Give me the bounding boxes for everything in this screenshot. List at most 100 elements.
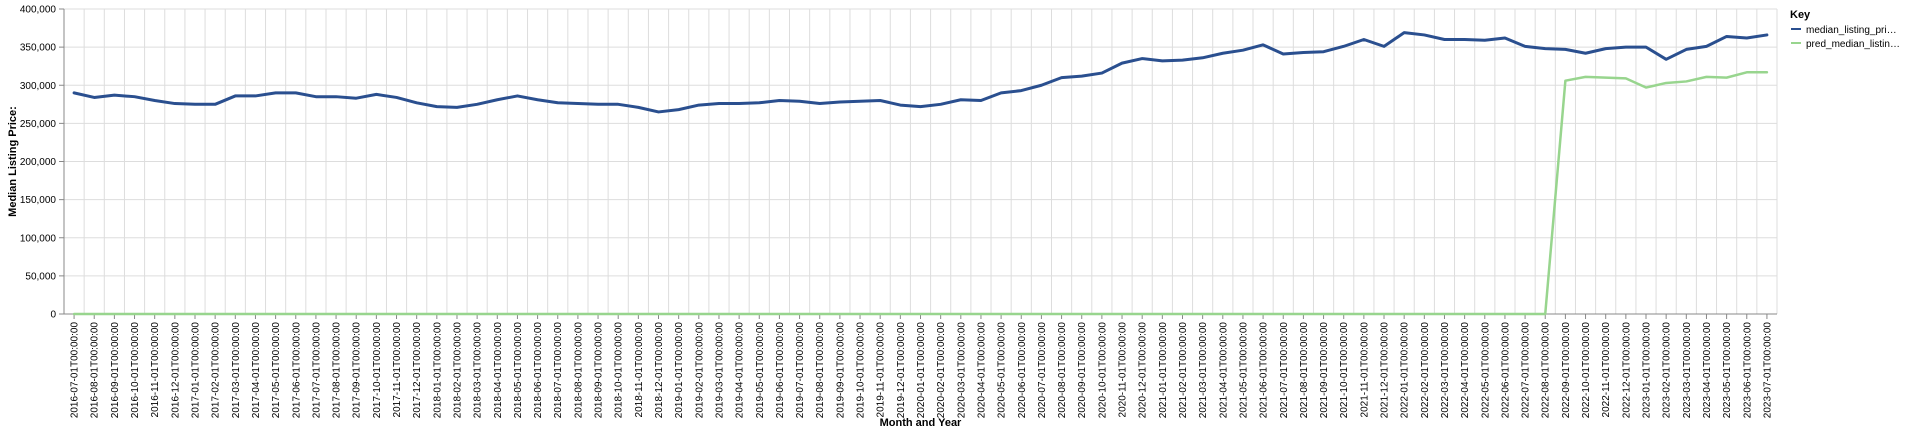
x-tick-label: 2023-07-01T00:00:00 — [1762, 322, 1773, 419]
x-tick-label: 2019-04-01T00:00:00 — [735, 322, 746, 419]
x-tick-label: 2016-12-01T00:00:00 — [170, 322, 181, 419]
legend-label-1: pred_median_listin… — [1806, 39, 1900, 50]
x-tick-label: 2020-08-01T00:00:00 — [1057, 322, 1068, 419]
legend-title: Key — [1790, 9, 1811, 21]
series-line-1 — [72, 71, 1769, 316]
x-tick-label: 2017-04-01T00:00:00 — [251, 322, 262, 419]
x-tick-label: 2018-01-01T00:00:00 — [432, 322, 443, 419]
x-tick-label: 2019-05-01T00:00:00 — [755, 322, 766, 419]
y-tick-label: 250,000 — [20, 119, 57, 130]
x-tick-label: 2017-07-01T00:00:00 — [311, 322, 322, 419]
x-tick-label: 2018-04-01T00:00:00 — [493, 322, 504, 419]
x-tick-label: 2020-03-01T00:00:00 — [956, 322, 967, 419]
x-tick-label: 2021-09-01T00:00:00 — [1319, 322, 1330, 419]
x-tick-label: 2022-01-01T00:00:00 — [1400, 322, 1411, 419]
x-tick-label: 2021-11-01T00:00:00 — [1359, 322, 1370, 418]
x-tick-label: 2019-10-01T00:00:00 — [856, 322, 867, 419]
x-tick-label: 2021-07-01T00:00:00 — [1279, 322, 1290, 419]
x-tick-label: 2023-04-01T00:00:00 — [1702, 322, 1713, 419]
y-tick-label: 400,000 — [20, 5, 57, 16]
x-tick-label: 2019-03-01T00:00:00 — [714, 322, 725, 419]
axes: 0 50,000 100,000 150,000 200,000 250,000 300,0… — [20, 5, 1777, 419]
x-tick-label: 2023-06-01T00:00:00 — [1742, 322, 1753, 419]
x-tick-label: 2018-11-01T00:00:00 — [634, 322, 645, 418]
x-tick-label: 2019-02-01T00:00:00 — [694, 322, 705, 419]
x-tick-label: 2020-05-01T00:00:00 — [997, 322, 1008, 419]
x-tick-label: 2018-05-01T00:00:00 — [513, 322, 524, 419]
x-tick-label: 2022-02-01T00:00:00 — [1420, 322, 1431, 419]
x-tick-label: 2018-08-01T00:00:00 — [573, 322, 584, 419]
y-tick-label: 300,000 — [20, 81, 57, 92]
x-tick-label: 2016-10-01T00:00:00 — [130, 322, 141, 419]
x-tick-label: 2020-07-01T00:00:00 — [1037, 322, 1048, 419]
y-tick-label: 350,000 — [20, 43, 57, 54]
x-tick-label: 2022-06-01T00:00:00 — [1500, 322, 1511, 419]
y-tick-label: 0 — [50, 310, 56, 321]
x-tick-label: 2018-09-01T00:00:00 — [594, 322, 605, 419]
x-tick-label: 2018-02-01T00:00:00 — [452, 322, 463, 419]
y-tick-label: 150,000 — [20, 195, 57, 206]
x-tick-label: 2017-05-01T00:00:00 — [271, 322, 282, 419]
x-tick-label: 2018-03-01T00:00:00 — [473, 322, 484, 419]
x-tick-label: 2019-06-01T00:00:00 — [775, 322, 786, 419]
x-tick-label: 2017-03-01T00:00:00 — [231, 322, 242, 419]
x-tick-label: 2019-11-01T00:00:00 — [876, 322, 887, 418]
x-tick-label: 2023-01-01T00:00:00 — [1642, 322, 1653, 419]
x-tick-label: 2019-12-01T00:00:00 — [896, 322, 907, 419]
x-tick-label: 2017-06-01T00:00:00 — [291, 322, 302, 419]
x-tick-label: 2022-09-01T00:00:00 — [1561, 322, 1572, 419]
x-tick-label: 2017-02-01T00:00:00 — [211, 322, 222, 419]
x-tick-label: 2017-11-01T00:00:00 — [392, 322, 403, 418]
x-tick-label: 2017-12-01T00:00:00 — [412, 322, 423, 419]
x-tick-label: 2018-07-01T00:00:00 — [553, 322, 564, 419]
x-tick-label: 2020-01-01T00:00:00 — [916, 322, 927, 419]
x-tick-label: 2022-07-01T00:00:00 — [1521, 322, 1532, 419]
series-lines — [72, 31, 1769, 316]
x-tick-label: 2021-10-01T00:00:00 — [1339, 322, 1350, 419]
x-tick-label: 2021-12-01T00:00:00 — [1380, 322, 1391, 419]
y-axis-title: Median Listing Price: — [7, 106, 19, 217]
x-tick-label: 2021-03-01T00:00:00 — [1198, 322, 1209, 419]
series-line-0 — [72, 31, 1769, 114]
x-axis-title: Month and Year — [880, 417, 962, 429]
y-tick-label: 200,000 — [20, 157, 57, 168]
legend-label-0: median_listing_pri… — [1806, 25, 1897, 36]
x-tick-label: 2020-09-01T00:00:00 — [1077, 322, 1088, 419]
x-tick-label: 2022-10-01T00:00:00 — [1581, 322, 1592, 419]
x-tick-label: 2021-05-01T00:00:00 — [1238, 322, 1249, 419]
x-tick-label: 2020-10-01T00:00:00 — [1097, 322, 1108, 419]
x-tick-label: 2021-01-01T00:00:00 — [1158, 322, 1169, 419]
x-tick-label: 2020-02-01T00:00:00 — [936, 322, 947, 419]
x-tick-label: 2020-12-01T00:00:00 — [1138, 322, 1149, 419]
x-tick-label: 2018-10-01T00:00:00 — [614, 322, 625, 419]
x-tick-label: 2019-01-01T00:00:00 — [674, 322, 685, 419]
y-tick-label: 100,000 — [20, 233, 57, 244]
x-tick-label: 2019-08-01T00:00:00 — [815, 322, 826, 419]
x-tick-label: 2021-02-01T00:00:00 — [1178, 322, 1189, 419]
x-tick-label: 2017-01-01T00:00:00 — [190, 322, 201, 419]
x-tick-label: 2019-07-01T00:00:00 — [795, 322, 806, 419]
y-tick-label: 50,000 — [25, 271, 56, 282]
x-tick-label: 2019-09-01T00:00:00 — [835, 322, 846, 419]
x-tick-label: 2016-07-01T00:00:00 — [70, 322, 81, 419]
x-tick-label: 2020-11-01T00:00:00 — [1118, 322, 1129, 418]
legend: Key median_listing_pri… pred_median_listi… — [1790, 9, 1900, 50]
x-tick-label: 2016-11-01T00:00:00 — [150, 322, 161, 418]
gridlines — [63, 8, 1778, 315]
x-tick-label: 2023-03-01T00:00:00 — [1682, 322, 1693, 419]
x-tick-label: 2018-12-01T00:00:00 — [654, 322, 665, 419]
x-tick-label: 2022-04-01T00:00:00 — [1460, 322, 1471, 419]
x-tick-label: 2023-02-01T00:00:00 — [1662, 322, 1673, 419]
x-tick-label: 2020-04-01T00:00:00 — [976, 322, 987, 419]
x-tick-label: 2017-08-01T00:00:00 — [332, 322, 343, 419]
x-tick-label: 2017-10-01T00:00:00 — [372, 322, 383, 419]
x-tick-label: 2022-12-01T00:00:00 — [1621, 322, 1632, 419]
x-tick-label: 2022-05-01T00:00:00 — [1480, 322, 1491, 419]
x-tick-label: 2020-06-01T00:00:00 — [1017, 322, 1028, 419]
x-tick-label: 2018-06-01T00:00:00 — [533, 322, 544, 419]
x-tick-label: 2022-03-01T00:00:00 — [1440, 322, 1451, 419]
x-tick-label: 2022-08-01T00:00:00 — [1541, 322, 1552, 419]
x-tick-label: 2021-08-01T00:00:00 — [1299, 322, 1310, 419]
